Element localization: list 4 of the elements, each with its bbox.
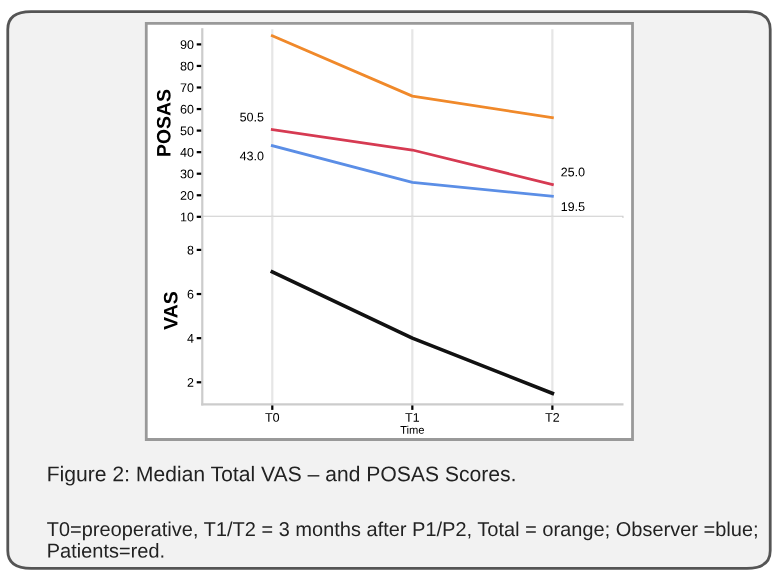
y-axis-title: VAS [163,292,178,330]
caption: Figure 2: Median Total VAS – and POSAS Scores. [48,465,515,486]
y-axis-title: POSAS [156,89,171,156]
text: T0=preoperative, T1/T2 = 3 months after P1/P2, Total = orange; Observer =blue; Patients=red. [47,521,757,558]
